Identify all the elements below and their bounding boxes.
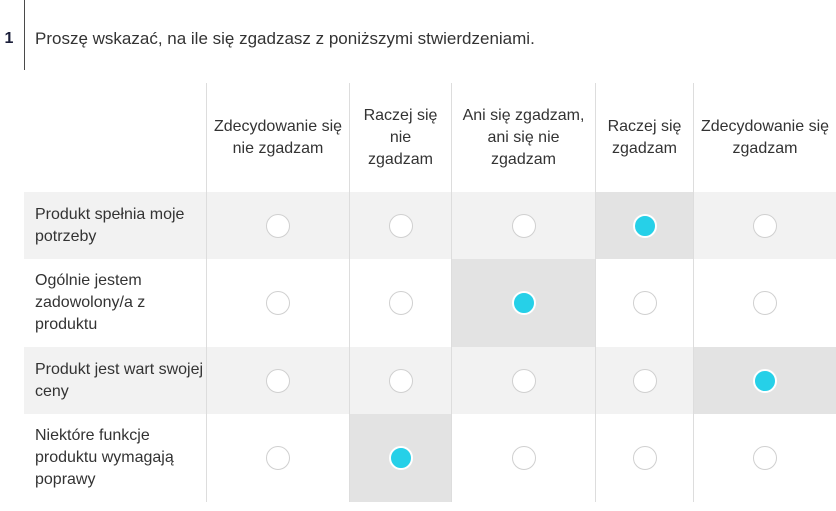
radio-button[interactable] — [266, 446, 290, 470]
option-cell[interactable] — [595, 192, 693, 259]
radio-button[interactable] — [753, 446, 777, 470]
option-cell[interactable] — [349, 192, 451, 259]
column-header-5: Zdecydowanie się zgadzam — [693, 83, 836, 192]
column-header-1: Zdecydowanie się nie zgadzam — [206, 83, 349, 192]
row-label: Produkt jest wart swojej ceny — [24, 347, 206, 414]
option-cell[interactable] — [206, 259, 349, 347]
option-cell[interactable] — [595, 259, 693, 347]
option-cell[interactable] — [451, 192, 595, 259]
radio-button[interactable] — [388, 213, 413, 238]
radio-button[interactable] — [511, 368, 536, 393]
option-cell[interactable] — [451, 347, 595, 414]
radio-button[interactable] — [511, 446, 536, 470]
option-cell[interactable] — [693, 347, 836, 414]
matrix-corner — [24, 83, 206, 192]
radio-button-selected[interactable] — [632, 213, 657, 238]
option-cell[interactable] — [349, 259, 451, 347]
question-number-marker: 1 — [0, 0, 25, 70]
radio-button[interactable] — [266, 368, 290, 393]
option-cell[interactable] — [693, 192, 836, 259]
column-header-4: Raczej się zgadzam — [595, 83, 693, 192]
option-cell[interactable] — [206, 414, 349, 502]
column-header-3: Ani się zgadzam, ani się nie zgadzam — [451, 83, 595, 192]
radio-button[interactable] — [266, 291, 290, 315]
radio-button[interactable] — [632, 291, 657, 315]
option-cell[interactable] — [451, 414, 595, 502]
column-header-2: Raczej się nie zgadzam — [349, 83, 451, 192]
question-number: 1 — [4, 30, 14, 47]
radio-button[interactable] — [511, 213, 536, 238]
option-cell[interactable] — [693, 259, 836, 347]
radio-button-selected[interactable] — [388, 446, 413, 470]
question-text: Proszę wskazać, na ile się zgadzasz z po… — [35, 29, 535, 48]
radio-button[interactable] — [632, 446, 657, 470]
radio-button[interactable] — [388, 291, 413, 315]
radio-button[interactable] — [388, 368, 413, 393]
radio-button[interactable] — [753, 213, 777, 238]
option-cell[interactable] — [451, 259, 595, 347]
row-label: Ogólnie jestem zadowolony/a z produktu — [35, 272, 146, 333]
radio-button-selected[interactable] — [511, 291, 536, 315]
option-cell[interactable] — [349, 347, 451, 414]
radio-button-selected[interactable] — [753, 368, 777, 393]
option-cell[interactable] — [206, 347, 349, 414]
radio-button[interactable] — [266, 213, 290, 238]
option-cell[interactable] — [595, 347, 693, 414]
option-cell[interactable] — [693, 414, 836, 502]
radio-button[interactable] — [753, 291, 777, 315]
option-cell[interactable] — [349, 414, 451, 502]
option-cell[interactable] — [595, 414, 693, 502]
row-label: Niektóre funkcje produktu wymagają popra… — [35, 427, 174, 488]
row-label: Produkt spełnia moje potrzeby — [24, 192, 206, 259]
option-cell[interactable] — [206, 192, 349, 259]
likert-matrix: Zdecydowanie się nie zgadzam Raczej się … — [24, 83, 836, 502]
radio-button[interactable] — [632, 368, 657, 393]
